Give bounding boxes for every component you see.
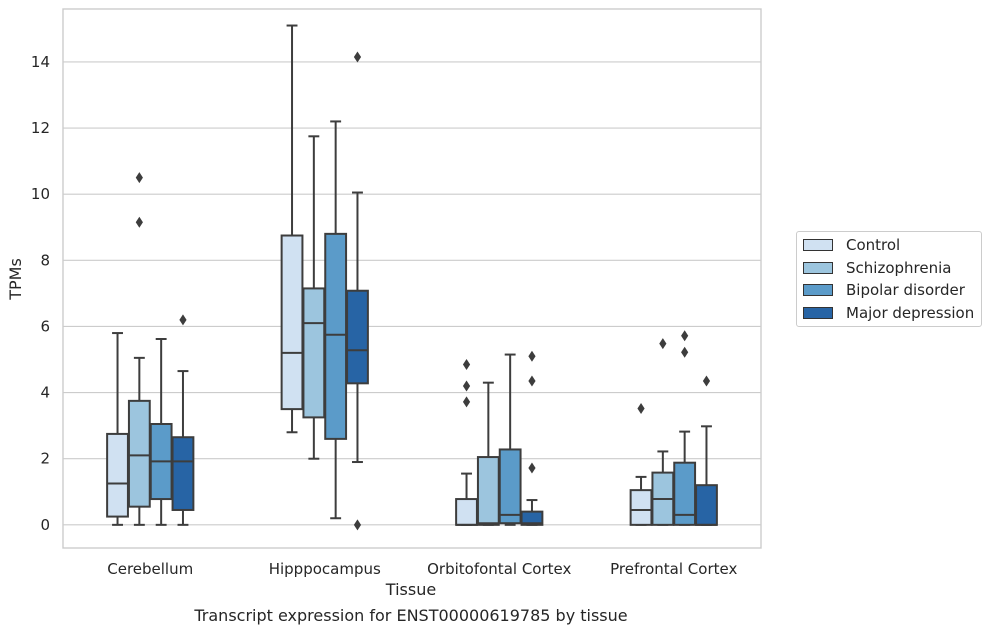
y-tick-label: 14 [31, 53, 50, 71]
outlier-point [681, 330, 689, 342]
box-body [106, 432, 129, 518]
legend-item-control: Control [803, 236, 900, 254]
x-tick-label: Cerebellum [107, 560, 193, 578]
legend-label-control: Control [846, 236, 901, 254]
legend-item-major-depression: Major depression [803, 304, 974, 322]
legend-label-schizophrenia: Schizophrenia [846, 259, 952, 277]
legend-swatch-schizophrenia [803, 262, 833, 274]
plot-frame [62, 8, 762, 549]
box-body [629, 489, 653, 526]
outlier-point [702, 375, 711, 387]
box-control [106, 332, 129, 526]
box-schizophrenia [127, 172, 151, 526]
y-tick-label: 2 [40, 450, 50, 468]
x-axis-label: Tissue [385, 580, 436, 599]
box-bipolar-disorder [149, 338, 173, 526]
box-schizophrenia [302, 135, 326, 460]
outlier-point [353, 51, 362, 63]
y-axis-label: TPMs [6, 258, 25, 301]
outlier-point [637, 402, 645, 414]
box-bipolar-disorder [673, 330, 697, 526]
chart-legend: Control Schizophrenia Bipolar disorder M… [796, 231, 982, 327]
outlier-point [659, 338, 667, 350]
box-body [302, 287, 326, 419]
legend-swatch-control [803, 239, 833, 251]
legend-swatch-bipolar-disorder [803, 284, 833, 296]
legend-swatch-major-depression [803, 307, 833, 319]
outlier-point [353, 519, 362, 531]
outlier-point [462, 380, 471, 392]
box-body [346, 289, 369, 385]
outlier-point [462, 396, 471, 408]
box-body [498, 448, 522, 525]
y-tick-label: 12 [31, 119, 50, 137]
box-major-depression [346, 51, 369, 531]
box-bipolar-disorder [498, 353, 522, 526]
y-tick-label: 10 [31, 185, 50, 203]
figure-caption: Transcript expression for ENST0000061978… [194, 606, 628, 625]
outlier-point [681, 346, 689, 358]
y-tick-label: 8 [40, 251, 50, 269]
outlier-point [462, 358, 471, 370]
outlier-point [135, 216, 143, 228]
outlier-point [528, 375, 536, 387]
outlier-point [528, 350, 536, 362]
box-body [127, 399, 151, 508]
box-body [171, 436, 195, 511]
outlier-point [179, 314, 187, 326]
outlier-point [135, 172, 143, 184]
box-major-depression [171, 314, 195, 526]
x-tick-label: Prefrontal Cortex [610, 560, 737, 578]
x-tick-label: Hipppocampus [269, 560, 381, 578]
box-major-depression [520, 350, 544, 526]
box-body [324, 232, 348, 440]
box-body [280, 234, 304, 411]
box-control [280, 24, 304, 434]
y-tick-label: 0 [40, 516, 50, 534]
box-control [629, 402, 653, 526]
y-tick-label: 4 [40, 384, 50, 402]
legend-label-bipolar-disorder: Bipolar disorder [846, 281, 965, 299]
legend-label-major-depression: Major depression [846, 304, 975, 322]
box-major-depression [695, 375, 718, 526]
box-body [476, 456, 500, 526]
outlier-point [528, 462, 536, 474]
box-control [455, 358, 478, 526]
box-schizophrenia [476, 381, 500, 526]
box-body [455, 498, 478, 526]
box-schizophrenia [651, 338, 675, 526]
x-tick-label: Orbitofontal Cortex [427, 560, 571, 578]
legend-item-schizophrenia: Schizophrenia [803, 259, 951, 277]
y-tick-label: 6 [40, 317, 50, 335]
box-body [695, 484, 718, 526]
box-body [520, 510, 544, 526]
legend-item-bipolar-disorder: Bipolar disorder [803, 281, 965, 299]
